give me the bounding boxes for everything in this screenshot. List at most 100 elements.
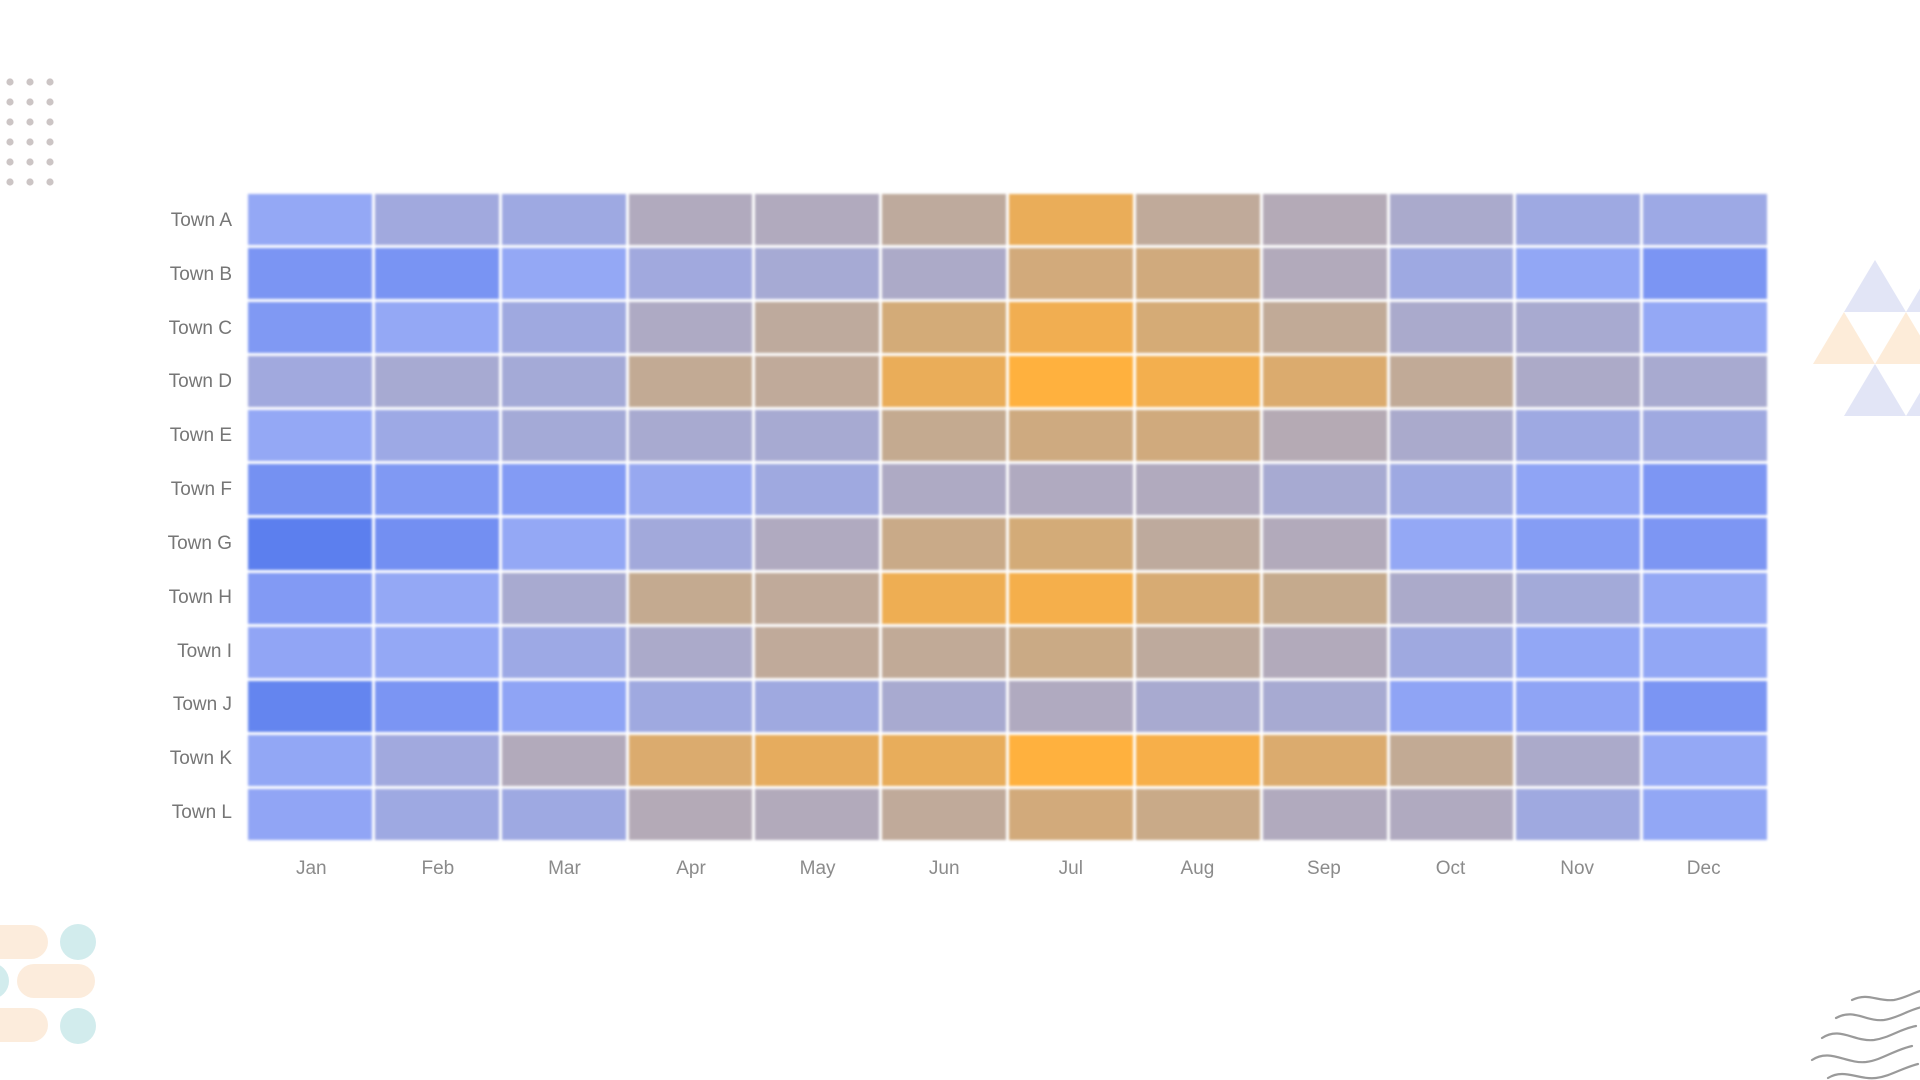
heatmap-cell[interactable] [1262,734,1387,786]
heatmap-cell[interactable] [501,248,626,300]
heatmap-cell[interactable] [1516,734,1641,786]
heatmap-cell[interactable] [1643,626,1767,678]
heatmap-cell[interactable] [501,734,626,786]
heatmap-cell[interactable] [628,410,753,462]
heatmap-cell[interactable] [755,518,880,570]
heatmap-cell[interactable] [628,518,753,570]
heatmap-cell[interactable] [882,734,1006,786]
heatmap-cell[interactable] [1262,680,1387,732]
heatmap-cell[interactable] [1262,302,1387,354]
heatmap-cell[interactable] [1643,788,1767,840]
heatmap-cell[interactable] [1389,572,1514,624]
heatmap-cell[interactable] [1135,410,1260,462]
heatmap-cell[interactable] [1516,248,1641,300]
heatmap-cell[interactable] [248,626,372,678]
heatmap-cell[interactable] [882,302,1006,354]
heatmap-cell[interactable] [882,410,1006,462]
heatmap-cell[interactable] [248,518,372,570]
heatmap-cell[interactable] [501,302,626,354]
heatmap-cell[interactable] [1389,302,1514,354]
heatmap-cell[interactable] [755,572,880,624]
heatmap-cell[interactable] [1389,518,1514,570]
heatmap-cell[interactable] [1009,248,1133,300]
heatmap-cell[interactable] [374,572,499,624]
heatmap-cell[interactable] [1009,356,1133,408]
heatmap-cell[interactable] [374,626,499,678]
heatmap-cell[interactable] [248,302,372,354]
heatmap-cell[interactable] [1516,518,1641,570]
heatmap-cell[interactable] [755,248,880,300]
heatmap-cell[interactable] [755,788,880,840]
heatmap-cell[interactable] [755,302,880,354]
heatmap-cell[interactable] [248,464,372,516]
heatmap-cell[interactable] [1516,194,1641,246]
heatmap-cell[interactable] [248,572,372,624]
heatmap-cell[interactable] [1009,788,1133,840]
heatmap-cell[interactable] [248,410,372,462]
heatmap-cell[interactable] [374,788,499,840]
heatmap-cell[interactable] [501,464,626,516]
heatmap-cell[interactable] [628,464,753,516]
heatmap-cell[interactable] [1389,248,1514,300]
heatmap-cell[interactable] [1643,680,1767,732]
heatmap-cell[interactable] [1262,626,1387,678]
heatmap-cell[interactable] [1262,788,1387,840]
heatmap-cell[interactable] [1262,248,1387,300]
heatmap-cell[interactable] [1009,194,1133,246]
heatmap-cell[interactable] [1643,572,1767,624]
heatmap-cell[interactable] [1643,734,1767,786]
heatmap-cell[interactable] [374,248,499,300]
heatmap-cell[interactable] [1516,572,1641,624]
heatmap-cell[interactable] [1135,248,1260,300]
heatmap-cell[interactable] [1262,518,1387,570]
heatmap-cell[interactable] [1643,302,1767,354]
heatmap-cell[interactable] [501,410,626,462]
heatmap-cell[interactable] [1009,518,1133,570]
heatmap-cell[interactable] [1643,356,1767,408]
heatmap-cell[interactable] [1135,572,1260,624]
heatmap-cell[interactable] [1135,788,1260,840]
heatmap-cell[interactable] [1262,410,1387,462]
heatmap-cell[interactable] [1135,518,1260,570]
heatmap-cell[interactable] [1643,518,1767,570]
heatmap-cell[interactable] [501,518,626,570]
heatmap-cell[interactable] [628,302,753,354]
heatmap-cell[interactable] [1009,410,1133,462]
heatmap-cell[interactable] [248,356,372,408]
heatmap-cell[interactable] [882,572,1006,624]
heatmap-cell[interactable] [1009,626,1133,678]
heatmap-cell[interactable] [374,680,499,732]
heatmap-cell[interactable] [1389,410,1514,462]
heatmap-cell[interactable] [1516,626,1641,678]
heatmap-cell[interactable] [882,194,1006,246]
heatmap-cell[interactable] [374,734,499,786]
heatmap-cell[interactable] [882,356,1006,408]
heatmap-cell[interactable] [374,464,499,516]
heatmap-cell[interactable] [755,734,880,786]
heatmap-cell[interactable] [882,626,1006,678]
heatmap-cell[interactable] [882,248,1006,300]
heatmap-cell[interactable] [628,356,753,408]
heatmap-cell[interactable] [248,194,372,246]
heatmap-cell[interactable] [1643,194,1767,246]
heatmap-cell[interactable] [1643,248,1767,300]
heatmap-cell[interactable] [248,734,372,786]
heatmap-cell[interactable] [1262,356,1387,408]
heatmap-cell[interactable] [374,518,499,570]
heatmap-cell[interactable] [374,410,499,462]
heatmap-cell[interactable] [501,356,626,408]
heatmap-cell[interactable] [755,356,880,408]
heatmap-cell[interactable] [1643,410,1767,462]
heatmap-cell[interactable] [1135,302,1260,354]
heatmap-cell[interactable] [755,626,880,678]
heatmap-cell[interactable] [1135,680,1260,732]
heatmap-cell[interactable] [1009,302,1133,354]
heatmap-cell[interactable] [1135,734,1260,786]
heatmap-cell[interactable] [501,626,626,678]
heatmap-cell[interactable] [755,194,880,246]
heatmap-cell[interactable] [628,194,753,246]
heatmap-cell[interactable] [248,680,372,732]
heatmap-cell[interactable] [248,788,372,840]
heatmap-cell[interactable] [501,788,626,840]
heatmap-cell[interactable] [628,680,753,732]
